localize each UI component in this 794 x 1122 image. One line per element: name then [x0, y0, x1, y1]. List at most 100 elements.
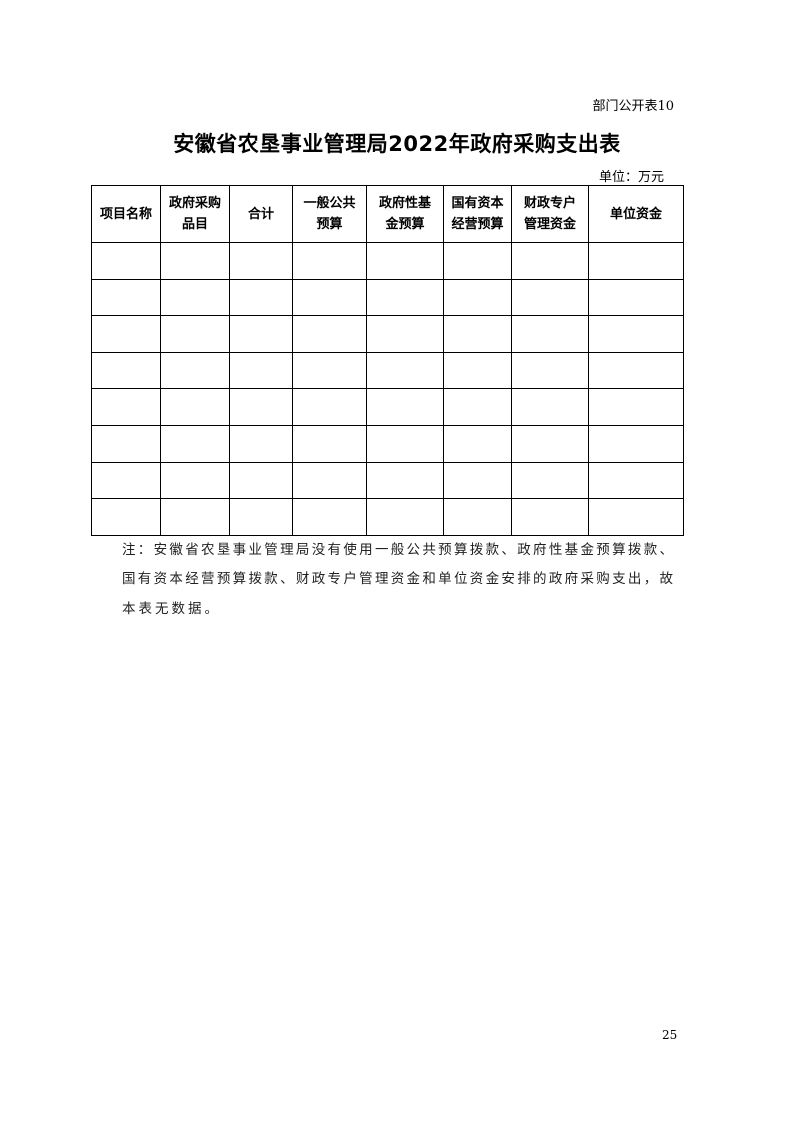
table-cell — [511, 315, 589, 353]
column-header: 一般公共 预算 — [292, 185, 367, 243]
note-line-3: 本表无数据。 — [122, 601, 221, 617]
table-cell — [91, 424, 161, 463]
table-cell — [229, 498, 293, 536]
table-cell — [588, 498, 684, 536]
table-row — [91, 498, 684, 536]
table-cell — [292, 278, 367, 317]
table-cell — [366, 278, 444, 317]
table-cell — [588, 242, 684, 280]
table-cell — [160, 461, 230, 500]
table-cell — [160, 242, 230, 280]
column-header-text: 预算 — [316, 217, 343, 232]
table-cell — [91, 278, 161, 317]
table-cell — [443, 424, 512, 463]
table-cell — [443, 498, 512, 536]
table-cell — [588, 278, 684, 317]
table-cell — [588, 388, 684, 426]
table-cell — [292, 242, 367, 280]
table-cell — [511, 388, 589, 426]
table-cell — [229, 351, 293, 390]
table-row — [91, 461, 684, 500]
table-cell — [229, 388, 293, 426]
column-header-text: 管理资金 — [523, 217, 576, 232]
table-cell — [511, 498, 589, 536]
column-header: 单位资金 — [588, 185, 684, 243]
table-cell — [511, 351, 589, 390]
column-header: 政府采购 品目 — [160, 185, 230, 243]
column-header: 合计 — [229, 185, 293, 243]
column-header-text: 品目 — [181, 217, 208, 232]
table-cell — [160, 424, 230, 463]
table-row — [91, 242, 684, 280]
column-header-text: 单位资金 — [609, 206, 662, 222]
table-row — [91, 424, 684, 463]
table-cell — [443, 315, 512, 353]
table-cell — [366, 351, 444, 390]
table-cell — [229, 315, 293, 353]
column-header-text: 国有资本 — [451, 196, 504, 211]
table-cell — [91, 242, 161, 280]
table-row — [91, 351, 684, 390]
table-cell — [588, 461, 684, 500]
column-header-text: 金预算 — [385, 217, 425, 232]
column-header: 项目名称 — [91, 185, 161, 243]
table-cell — [511, 242, 589, 280]
table-header-row: 项目名称 政府采购 品目 合计 一般公共 预算 政府性基 金预算 国有资本 经营预算 财政专户 管理资… — [91, 185, 684, 243]
table-cell — [366, 388, 444, 426]
column-header-text: 合计 — [247, 206, 274, 222]
column-header-text: 政府采购 — [168, 196, 221, 211]
table-cell — [229, 278, 293, 317]
table-cell — [511, 461, 589, 500]
table-cell — [292, 315, 367, 353]
table-cell — [292, 388, 367, 426]
table-cell — [511, 278, 589, 317]
table-cell — [366, 315, 444, 353]
unit-label: 单位：万元 — [598, 170, 664, 185]
table-cell — [366, 498, 444, 536]
table-cell — [443, 278, 512, 317]
table-cell — [292, 461, 367, 500]
column-header-text: 政府性基 — [378, 196, 431, 211]
table-cell — [229, 461, 293, 500]
table-cell — [443, 242, 512, 280]
table-row — [91, 388, 684, 426]
table-cell — [160, 351, 230, 390]
table-cell — [443, 351, 512, 390]
table-cell — [160, 278, 230, 317]
table-cell — [91, 498, 161, 536]
table-cell — [366, 424, 444, 463]
column-header: 政府性基 金预算 — [366, 185, 444, 243]
page-number: 25 — [662, 1028, 678, 1042]
table-cell — [229, 242, 293, 280]
table-cell — [292, 351, 367, 390]
table-cell — [91, 315, 161, 353]
table-cell — [588, 351, 684, 390]
column-header-text: 财政专户 — [523, 196, 576, 211]
column-header-text: 经营预算 — [451, 217, 504, 232]
table-cell — [443, 388, 512, 426]
table-cell — [588, 424, 684, 463]
table-cell — [366, 242, 444, 280]
table-cell — [292, 498, 367, 536]
procurement-table: 项目名称 政府采购 品目 合计 一般公共 预算 政府性基 金预算 国有资本 经营预算 财政专户 管理资… — [91, 185, 684, 536]
note-line-2: 国有资本经营预算拨款、财政专户管理资金和单位资金安排的政府采购支出，故 — [122, 571, 673, 587]
table-cell — [91, 461, 161, 500]
table-cell — [229, 424, 293, 463]
table-cell — [160, 388, 230, 426]
note-line-1: 注：安徽省农垦事业管理局没有使用一般公共预算拨款、政府性基金预算拨款、 — [122, 542, 673, 558]
page-title: 安徽省农垦事业管理局2022年政府采购支出表 — [173, 132, 621, 156]
table-cell — [366, 461, 444, 500]
column-header: 财政专户 管理资金 — [511, 185, 589, 243]
table-row — [91, 278, 684, 317]
column-header-text: 一般公共 — [303, 196, 356, 211]
table-tag: 部门公开表10 — [592, 99, 674, 114]
table-cell — [160, 498, 230, 536]
table-cell — [443, 461, 512, 500]
table-row — [91, 315, 684, 353]
table-cell — [91, 388, 161, 426]
column-header-text: 项目名称 — [99, 206, 152, 222]
column-header: 国有资本 经营预算 — [443, 185, 512, 243]
table-cell — [160, 315, 230, 353]
table-cell — [91, 351, 161, 390]
table-cell — [292, 424, 367, 463]
